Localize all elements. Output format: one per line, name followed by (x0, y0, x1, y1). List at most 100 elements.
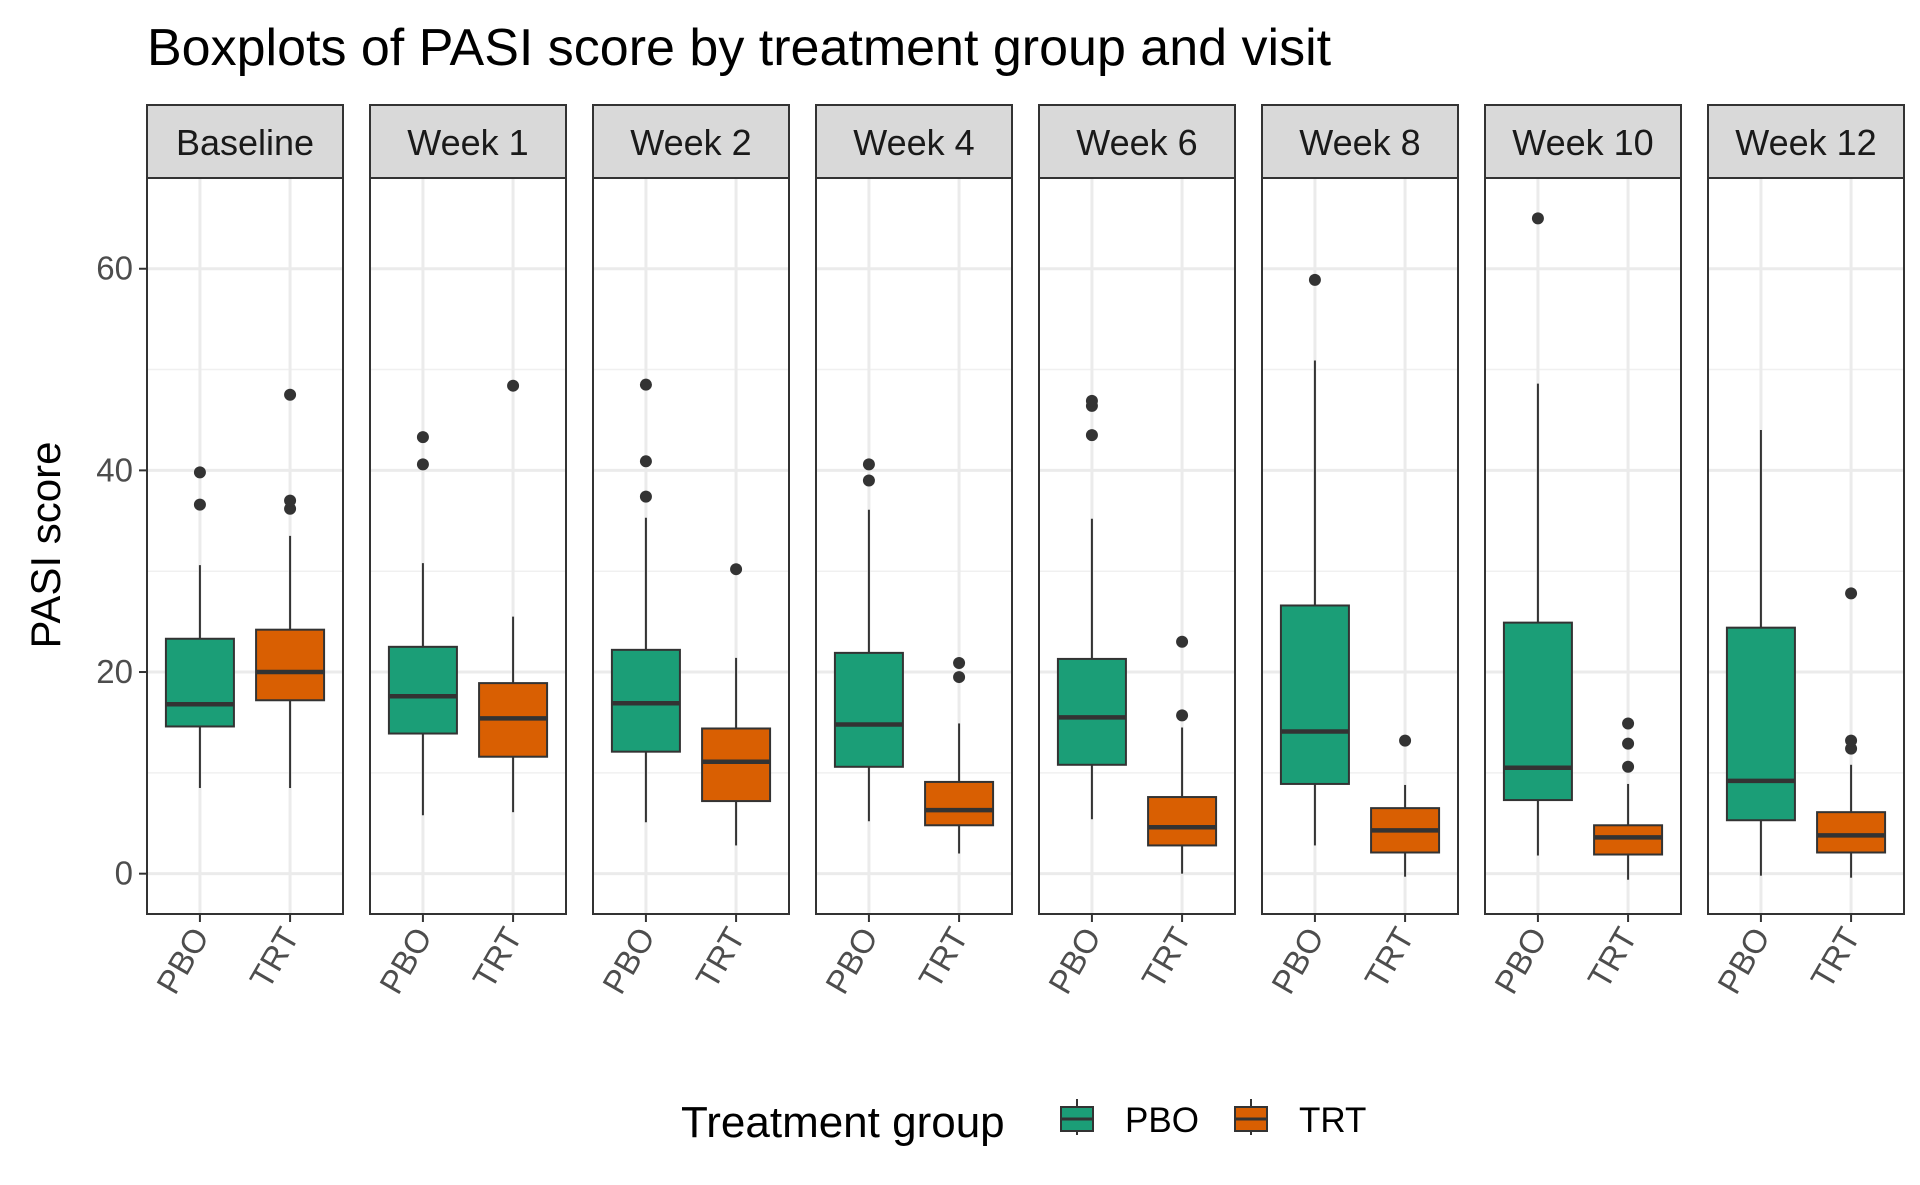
box-week-2-pbo (610, 378, 681, 823)
box-week-10-trt (1593, 717, 1664, 880)
outlier-point (862, 458, 875, 471)
outlier-point (1845, 587, 1858, 600)
x-tick-label: TRT (911, 921, 975, 995)
facet-strip-label: Baseline (176, 122, 314, 163)
box-baseline-pbo (164, 466, 235, 788)
panel-border (592, 177, 790, 915)
facet-strip-label: Week 6 (1076, 122, 1197, 163)
x-tick-label: PBO (1264, 921, 1331, 1000)
box-week-12-trt (1816, 587, 1887, 878)
box-iqr (1056, 657, 1127, 766)
facet-strip-label: Week 1 (407, 122, 528, 163)
x-tick-label: PBO (1041, 921, 1108, 1000)
panel-border (146, 177, 344, 915)
legend-items: PBO TRT (1060, 1099, 1366, 1140)
outlier-point (1622, 737, 1635, 750)
facet-panel-week-6: Week 6 PBO TRT (1038, 104, 1236, 1000)
facet-strip (1038, 104, 1236, 179)
box-week-10-pbo (1502, 212, 1573, 856)
outlier-point (193, 466, 206, 479)
box-iqr (255, 628, 326, 702)
box-iqr (164, 637, 235, 728)
facet-strip-label: Week 10 (1512, 122, 1653, 163)
x-tick-label: PBO (1487, 921, 1554, 1000)
y-tick-label: 40 (96, 451, 133, 488)
outlier-point (1085, 394, 1098, 407)
panel-background (1485, 178, 1681, 914)
box-iqr (1147, 796, 1218, 847)
x-tick-label: PBO (595, 921, 662, 1000)
box-week-4-trt (924, 656, 995, 854)
outlier-point (284, 494, 297, 507)
facet-strip (1484, 104, 1682, 179)
panel-border (1484, 177, 1682, 915)
box-week-12-pbo (1725, 430, 1796, 876)
outlier-point (639, 490, 652, 503)
box-week-1-pbo (387, 431, 458, 816)
outlier-point (284, 388, 297, 401)
y-tick-label: 0 (115, 855, 133, 892)
x-tick-label: PBO (818, 921, 885, 1000)
box-week-2-trt (701, 563, 772, 846)
panel-background (593, 178, 789, 914)
facet-strip (1261, 104, 1459, 179)
panel-background (370, 178, 566, 914)
facet-strip (146, 104, 344, 179)
facet-panel-week-8: Week 8 PBO TRT (1261, 104, 1459, 1000)
outlier-point (1531, 212, 1544, 225)
y-axis: 0 20 40 60 (96, 250, 147, 892)
x-tick-label: TRT (1803, 921, 1867, 995)
outlier-point (1622, 717, 1635, 730)
box-week-8-trt (1370, 734, 1441, 877)
box-iqr (1502, 621, 1573, 802)
box-week-8-pbo (1279, 273, 1350, 846)
box-iqr (701, 727, 772, 803)
x-tick-label: TRT (242, 921, 306, 995)
outlier-point (193, 498, 206, 511)
facet-strip-label: Week 2 (630, 122, 751, 163)
box-week-1-trt (478, 379, 549, 813)
legend: Treatment group PBO TRT (681, 1098, 1366, 1147)
box-week-4-pbo (833, 458, 904, 822)
legend-label: TRT (1299, 1101, 1366, 1140)
panel-border (369, 177, 567, 915)
facet-panel-week-10: Week 10 PBO TRT (1484, 104, 1682, 1000)
x-tick-label: TRT (1134, 921, 1198, 995)
facet-panel-week-12: Week 12 PBO TRT (1707, 104, 1905, 1000)
facet-panel-baseline: Baseline PBO TRT (146, 104, 344, 1000)
box-iqr (1725, 626, 1796, 822)
facet-panel-week-2: Week 2 PBO TRT (592, 104, 790, 1000)
outlier-point (953, 656, 966, 669)
x-tick-label: TRT (1580, 921, 1644, 995)
outlier-point (639, 378, 652, 391)
outlier-point (1622, 760, 1635, 773)
outlier-point (862, 474, 875, 487)
y-tick-label: 20 (96, 653, 133, 690)
outlier-point (1845, 734, 1858, 747)
box-iqr (610, 648, 681, 753)
outlier-point (953, 671, 966, 684)
box-iqr (387, 645, 458, 735)
facet-strip-label: Week 4 (853, 122, 974, 163)
outlier-point (416, 431, 429, 444)
panel-border (1038, 177, 1236, 915)
box-iqr (1279, 604, 1350, 785)
facet-strip (815, 104, 1013, 179)
outlier-point (1308, 273, 1321, 286)
x-tick-label: TRT (1357, 921, 1421, 995)
panel-background (1039, 178, 1235, 914)
panel-border (1261, 177, 1459, 915)
y-tick-label: 60 (96, 250, 133, 287)
box-iqr (1816, 811, 1887, 854)
x-tick-label: PBO (1710, 921, 1777, 1000)
legend-item-pbo: PBO (1060, 1099, 1199, 1140)
facet-strip (592, 104, 790, 179)
outlier-point (1399, 734, 1412, 747)
facet-strip (369, 104, 567, 179)
facet-panel-week-4: Week 4 PBO TRT (815, 104, 1013, 1000)
facet-strip-label: Week 12 (1735, 122, 1876, 163)
panel-border (815, 177, 1013, 915)
facet-strip-label: Week 8 (1299, 122, 1420, 163)
x-tick-label: TRT (688, 921, 752, 995)
